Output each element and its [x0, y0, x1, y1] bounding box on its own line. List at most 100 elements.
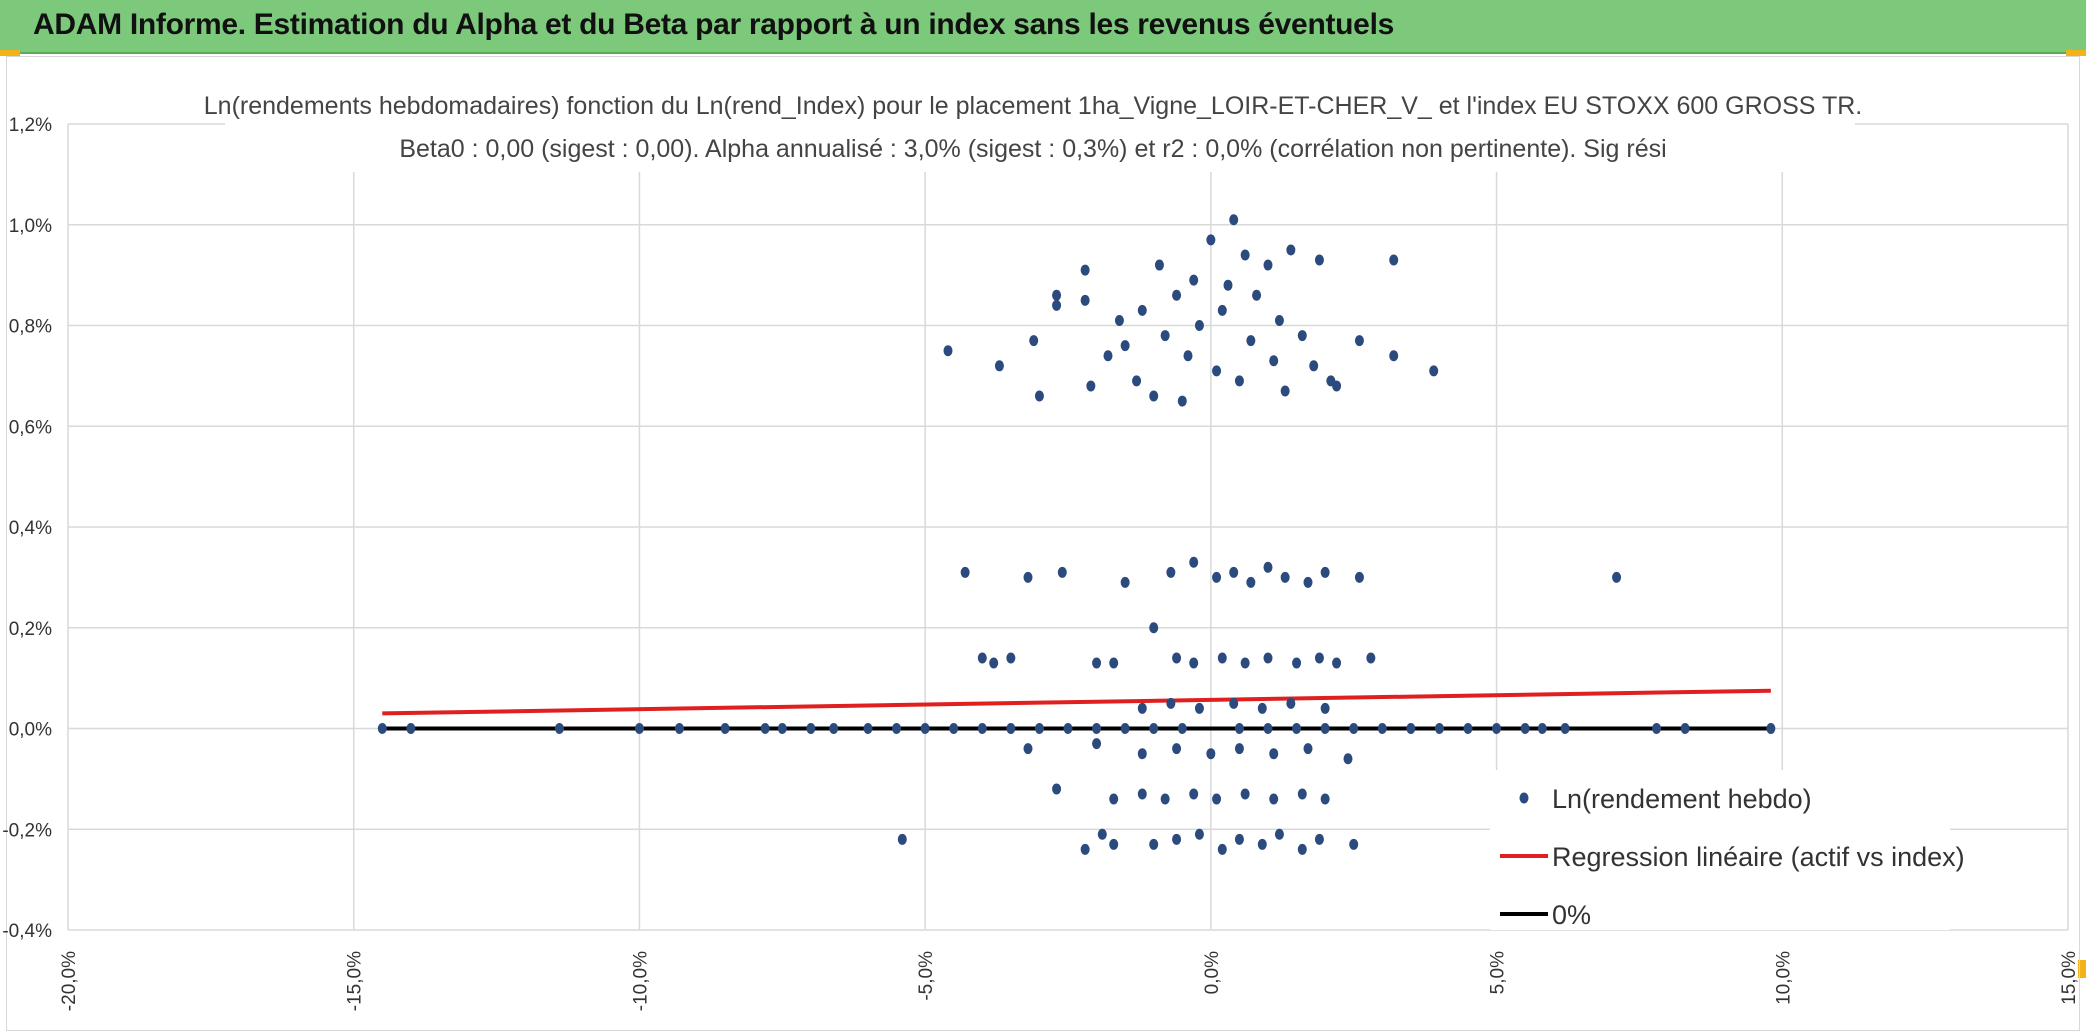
data-point — [1160, 793, 1170, 805]
data-point — [1252, 289, 1262, 301]
data-point — [1217, 304, 1227, 316]
data-point — [1160, 330, 1170, 342]
data-point — [1354, 335, 1364, 347]
data-point — [1229, 214, 1239, 226]
data-point — [1280, 385, 1290, 397]
data-point — [1194, 320, 1204, 331]
data-point — [1029, 335, 1039, 347]
data-point — [1292, 723, 1302, 734]
data-point — [1520, 723, 1530, 734]
data-point — [1149, 838, 1159, 850]
data-point — [920, 723, 930, 734]
data-point — [1389, 350, 1399, 362]
data-point — [1297, 843, 1307, 855]
data-point — [1194, 828, 1204, 840]
data-point — [806, 723, 816, 734]
data-point — [1034, 723, 1044, 734]
data-point — [1463, 723, 1473, 734]
x-tick-label: 0,0% — [1202, 951, 1223, 994]
data-point — [1114, 314, 1124, 326]
data-point — [377, 723, 387, 734]
data-point — [1137, 748, 1147, 760]
legend-backdrop — [1490, 770, 1950, 930]
data-point — [554, 723, 564, 734]
data-point — [1023, 571, 1033, 583]
data-point — [1189, 556, 1199, 568]
chart-title: Ln(rendements hebdomadaires) fonction du… — [204, 92, 1862, 120]
data-point — [1280, 571, 1290, 583]
data-point — [1263, 561, 1273, 573]
data-point — [1057, 566, 1067, 578]
data-point — [1234, 723, 1244, 734]
report-header: ADAM Informe. Estimation du Alpha et du … — [0, 0, 2086, 54]
data-point — [1172, 289, 1182, 301]
data-point — [1652, 723, 1662, 734]
data-point — [1229, 697, 1239, 709]
data-point — [1492, 723, 1502, 734]
data-point — [1189, 788, 1199, 800]
data-point — [777, 723, 787, 734]
x-tick-label: 10,0% — [1773, 951, 1794, 1005]
x-tick-label: -15,0% — [345, 951, 366, 1011]
data-point — [1212, 793, 1222, 805]
data-point — [1354, 571, 1364, 583]
data-point — [1206, 234, 1216, 246]
data-point — [1109, 838, 1119, 850]
data-point — [1320, 702, 1330, 714]
data-point — [1086, 380, 1096, 392]
data-point — [1023, 743, 1033, 755]
data-point — [1612, 571, 1622, 583]
data-point — [1537, 723, 1547, 734]
data-point — [1560, 723, 1570, 734]
data-point — [406, 723, 416, 734]
data-point — [1257, 702, 1267, 714]
data-point — [1217, 843, 1227, 855]
y-tick-label: -0,4% — [2, 921, 52, 942]
data-point — [1332, 380, 1342, 392]
data-point — [1349, 723, 1359, 734]
data-point — [1303, 743, 1313, 755]
data-point — [1132, 375, 1142, 387]
regression-line — [382, 688, 1771, 716]
data-point — [1434, 723, 1444, 734]
data-point — [1320, 793, 1330, 805]
x-tick-label: -5,0% — [916, 951, 937, 1001]
data-point — [949, 723, 959, 734]
data-point — [1257, 838, 1267, 850]
data-point — [1234, 375, 1244, 387]
data-point — [1349, 838, 1359, 850]
data-point — [863, 723, 873, 734]
data-point — [1177, 723, 1187, 734]
data-point — [1109, 793, 1119, 805]
data-point — [1377, 723, 1387, 734]
data-point — [1137, 702, 1147, 714]
legend-label-regression: Regression linéaire (actif vs index) — [1552, 842, 1965, 872]
data-point — [1103, 350, 1113, 362]
data-point — [989, 657, 999, 669]
data-point — [1120, 340, 1130, 352]
data-point — [892, 723, 902, 734]
data-point — [1223, 279, 1233, 291]
data-point — [1172, 743, 1182, 755]
x-tick-label: 5,0% — [1488, 951, 1509, 994]
data-point — [1120, 723, 1130, 734]
data-point — [1309, 360, 1319, 372]
data-point — [1297, 330, 1307, 342]
data-point — [1166, 697, 1176, 709]
data-point — [1292, 657, 1302, 669]
data-point — [1303, 576, 1313, 588]
data-point — [977, 652, 987, 664]
chart-frame — [6, 56, 2080, 1031]
data-point — [1206, 748, 1216, 760]
data-point — [960, 566, 970, 578]
data-point — [1137, 304, 1147, 316]
data-point — [1246, 576, 1256, 588]
data-point — [1063, 723, 1073, 734]
data-point — [1269, 748, 1279, 760]
data-point — [897, 833, 907, 845]
y-tick-label: 0,0% — [9, 720, 52, 741]
data-point — [1366, 652, 1376, 664]
data-point — [1183, 350, 1193, 362]
data-point — [634, 723, 644, 734]
